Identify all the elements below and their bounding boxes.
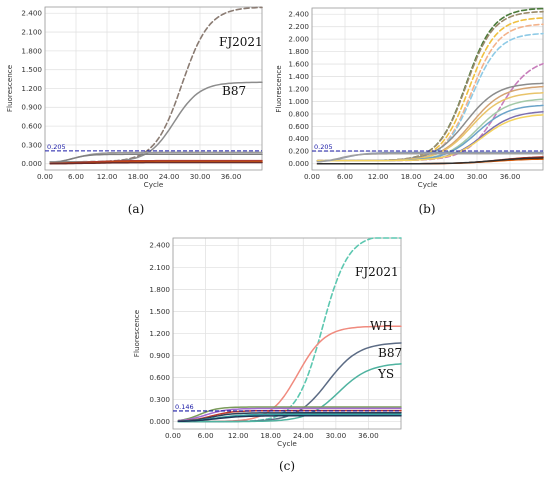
y-tick-label: 1.500 [21, 65, 42, 74]
series-annotation: FJ2021 [355, 265, 399, 279]
y-axis-label: Fluorescence [5, 64, 14, 112]
series-line-ys [177, 363, 402, 423]
x-tick-label: 12.00 [97, 172, 118, 181]
x-tick-label: 12.00 [368, 172, 389, 181]
x-tick-label: 18.00 [128, 172, 149, 181]
panel-caption: (b) [418, 202, 435, 216]
panel-caption: (a) [128, 202, 145, 216]
y-tick-label: 1.000 [288, 97, 309, 106]
series-annotation: WH [370, 319, 393, 333]
y-tick-label: 2.400 [288, 10, 309, 19]
x-tick-label: 0.00 [37, 172, 53, 181]
y-axis-label: Fluorescence [132, 309, 141, 357]
series-line [49, 153, 263, 164]
plot-frame [311, 7, 544, 171]
x-axis-label: Cycle [144, 180, 164, 189]
chart-panel-1: 0.000 0.200 0.400 0.600 0.800 1.000 1.200 1.400… [274, 7, 544, 216]
series-line [316, 153, 544, 163]
x-tick-label: 18.00 [401, 172, 422, 181]
x-tick-label: 6.00 [68, 172, 84, 181]
x-tick-label: 30.00 [326, 431, 347, 440]
x-tick-label: 6.00 [198, 431, 214, 440]
threshold-label: 0.205 [47, 143, 66, 151]
x-tick-label: 6.00 [337, 172, 353, 181]
y-tick-label: 2.100 [21, 27, 42, 36]
y-tick-label: 1.200 [149, 329, 170, 338]
series-annotation: YS [377, 367, 394, 381]
series-line [49, 159, 263, 165]
y-tick-label: 0.900 [149, 351, 170, 360]
y-tick-label: 1.400 [288, 72, 309, 81]
y-tick-label: 0.000 [288, 159, 309, 168]
y-axis-label: Fluorescence [274, 65, 283, 113]
series-line [49, 161, 263, 165]
x-axis-label: Cycle [418, 180, 438, 189]
series-annotation: B87 [378, 346, 402, 360]
y-tick-label: 2.100 [149, 263, 170, 272]
x-tick-label: 24.00 [159, 172, 180, 181]
series-line [177, 406, 402, 422]
y-tick-label: 1.800 [288, 47, 309, 56]
series-line [177, 415, 402, 423]
threshold-label: 0.146 [175, 403, 194, 411]
x-tick-label: 24.00 [434, 172, 455, 181]
plot-frame [44, 6, 263, 171]
y-tick-label: 0.600 [288, 122, 309, 131]
series-line [316, 114, 544, 162]
x-tick-label: 24.00 [293, 431, 314, 440]
y-tick-label: 2.000 [288, 35, 309, 44]
x-tick-label: 30.00 [190, 172, 211, 181]
chart-panel-0: 0.000 0.300 0.600 0.900 1.200 1.500 1.800 2.100… [5, 6, 263, 216]
y-tick-label: 2.200 [288, 22, 309, 31]
x-axis-label: Cycle [277, 439, 297, 448]
y-tick-label: 2.400 [21, 9, 42, 18]
threshold-label: 0.205 [314, 143, 333, 151]
y-tick-label: 0.000 [149, 417, 170, 426]
y-tick-label: 0.800 [288, 109, 309, 118]
series-line [316, 157, 544, 165]
x-tick-label: 0.00 [165, 431, 181, 440]
x-tick-label: 36.00 [358, 431, 379, 440]
series-annotation: FJ2021 [219, 35, 263, 49]
y-tick-label: 0.300 [21, 140, 42, 149]
x-tick-label: 18.00 [260, 431, 281, 440]
y-tick-label: 0.300 [149, 395, 170, 404]
panel-caption: (c) [279, 459, 295, 473]
y-tick-label: 1.200 [21, 84, 42, 93]
y-tick-label: 1.800 [21, 46, 42, 55]
plot-frame [172, 237, 402, 430]
y-tick-label: 0.000 [21, 159, 42, 168]
y-tick-label: 2.400 [149, 241, 170, 250]
y-tick-label: 0.900 [21, 103, 42, 112]
x-tick-label: 12.00 [228, 431, 249, 440]
y-tick-label: 0.600 [21, 122, 42, 131]
series-annotation: B87 [222, 84, 246, 98]
x-tick-label: 30.00 [467, 172, 488, 181]
x-tick-label: 36.00 [500, 172, 521, 181]
y-tick-label: 1.600 [288, 59, 309, 68]
series-line [177, 407, 402, 422]
y-tick-label: 0.600 [149, 373, 170, 382]
y-tick-label: 1.800 [149, 285, 170, 294]
x-tick-label: 0.00 [304, 172, 320, 181]
chart-panel-2: 0.000 0.300 0.600 0.900 1.200 1.500 1.800 2.100… [132, 237, 402, 473]
x-tick-label: 36.00 [221, 172, 242, 181]
y-tick-label: 1.200 [288, 84, 309, 93]
y-tick-label: 1.500 [149, 307, 170, 316]
y-tick-label: 0.400 [288, 134, 309, 143]
series-line [177, 412, 402, 422]
y-tick-label: 0.200 [288, 147, 309, 156]
